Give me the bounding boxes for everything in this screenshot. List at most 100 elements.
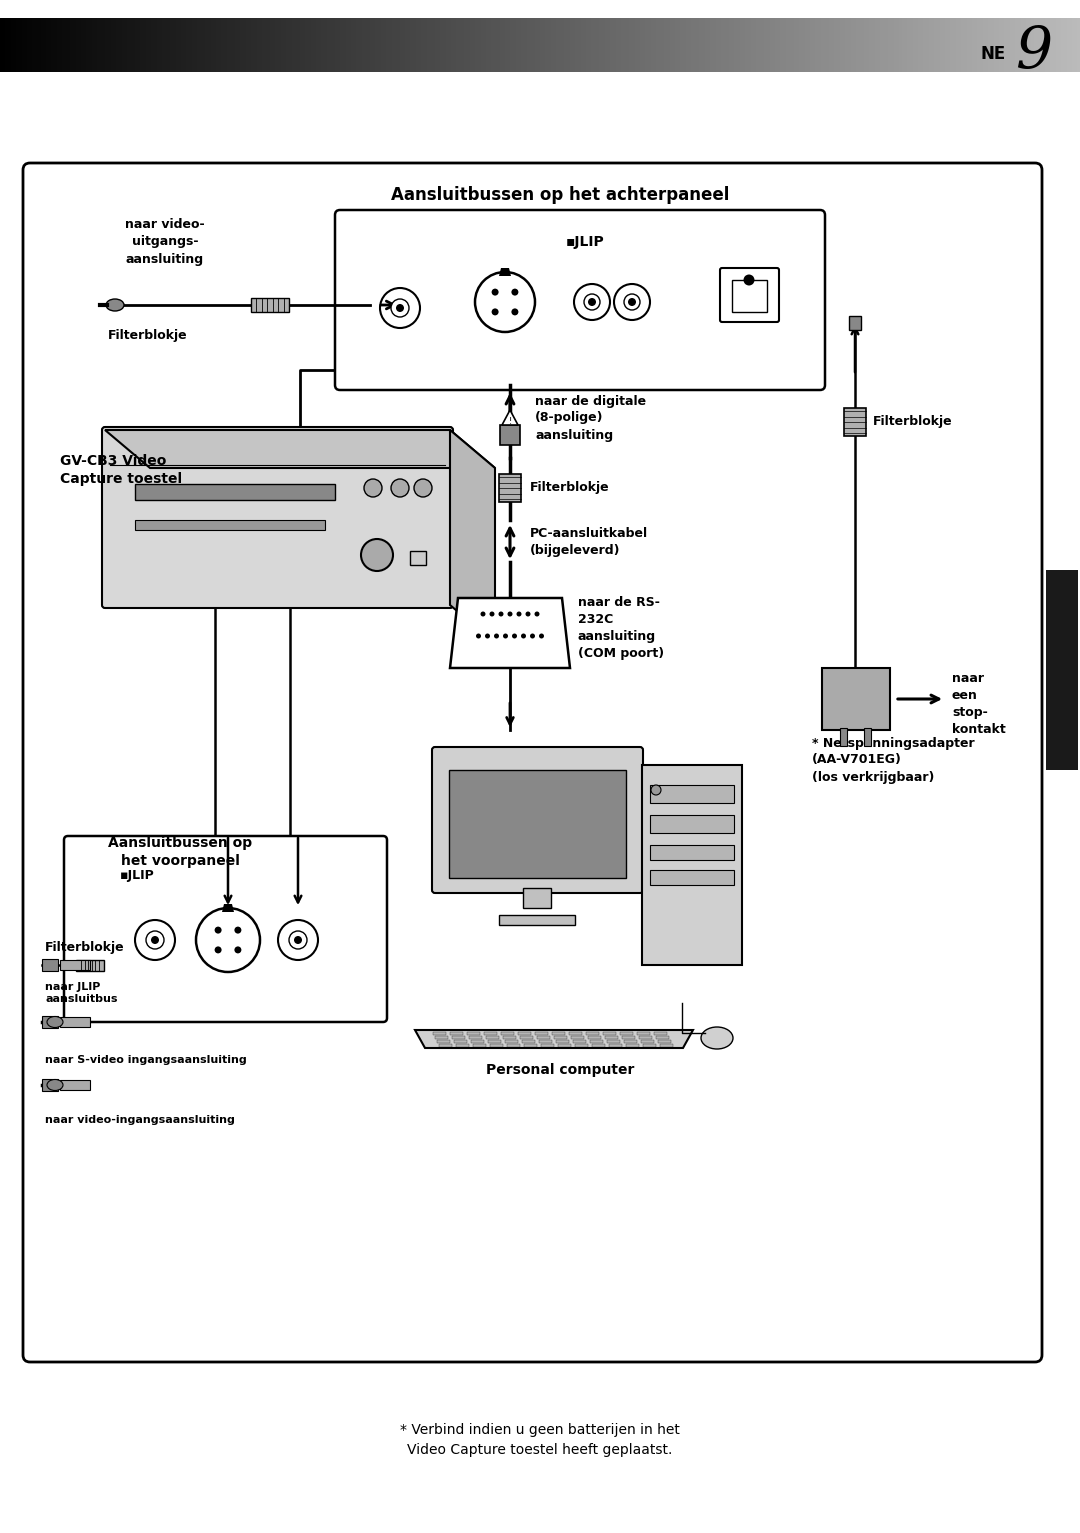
Polygon shape [556,18,559,72]
Bar [592,1044,605,1047]
Circle shape [476,633,481,639]
Circle shape [278,920,318,960]
Polygon shape [216,18,218,72]
Polygon shape [329,18,333,72]
Bar [500,425,519,445]
Polygon shape [346,18,348,72]
Polygon shape [894,18,896,72]
Polygon shape [1031,18,1035,72]
Polygon shape [397,18,400,72]
Polygon shape [867,18,869,72]
Polygon shape [932,18,934,72]
Polygon shape [362,18,365,72]
Polygon shape [235,18,238,72]
Polygon shape [441,18,443,72]
Circle shape [491,308,499,316]
Polygon shape [405,18,408,72]
Polygon shape [864,18,867,72]
Bar [639,1036,652,1039]
Polygon shape [1042,18,1045,72]
Polygon shape [637,18,640,72]
Polygon shape [1067,18,1069,72]
Text: naar S-video ingangsaansluiting: naar S-video ingangsaansluiting [45,1055,246,1065]
Polygon shape [923,18,927,72]
Bar [624,1039,637,1042]
Polygon shape [25,18,27,72]
Polygon shape [369,18,373,72]
Bar [864,728,870,747]
Polygon shape [408,18,410,72]
Bar [450,1032,463,1035]
Text: naar de RS-
232C
aansluiting
(COM poort): naar de RS- 232C aansluiting (COM poort) [578,596,664,661]
Polygon shape [146,18,149,72]
Polygon shape [826,18,829,72]
Circle shape [294,937,302,944]
Polygon shape [470,18,473,72]
Polygon shape [616,18,619,72]
Polygon shape [970,18,972,72]
Polygon shape [832,18,835,72]
Polygon shape [772,18,775,72]
Polygon shape [778,18,781,72]
Polygon shape [424,18,427,72]
Polygon shape [175,18,178,72]
Text: 9: 9 [1015,23,1052,80]
FancyBboxPatch shape [102,428,453,609]
Polygon shape [1051,18,1053,72]
Polygon shape [824,18,826,72]
Bar [654,1032,667,1035]
Polygon shape [248,18,252,72]
Bar [42,960,58,970]
Polygon shape [837,18,840,72]
Polygon shape [956,18,959,72]
Polygon shape [775,18,778,72]
Polygon shape [713,18,715,72]
Polygon shape [391,18,394,72]
Text: naar de digitale
(8-polige)
aansluiting: naar de digitale (8-polige) aansluiting [535,394,646,442]
Polygon shape [697,18,700,72]
Ellipse shape [48,1079,63,1090]
Bar [586,1032,599,1035]
Circle shape [627,297,636,307]
Polygon shape [241,18,243,72]
Polygon shape [54,18,57,72]
Text: NE: NE [980,44,1005,63]
Polygon shape [589,18,592,72]
Polygon shape [90,18,92,72]
Bar [501,1032,514,1035]
Polygon shape [106,18,108,72]
Circle shape [215,926,221,934]
Polygon shape [732,18,734,72]
Bar [822,668,890,730]
Bar [843,408,866,435]
Bar [537,1036,550,1039]
Polygon shape [119,18,122,72]
Polygon shape [702,18,705,72]
Polygon shape [929,18,932,72]
Polygon shape [727,18,729,72]
Polygon shape [551,18,554,72]
Polygon shape [1021,18,1024,72]
Bar [554,1036,567,1039]
Polygon shape [729,18,732,72]
Polygon shape [583,18,586,72]
Bar [541,1044,554,1047]
Polygon shape [1039,18,1042,72]
Polygon shape [743,18,745,72]
Bar [849,316,861,330]
Polygon shape [878,18,880,72]
Bar [456,1044,469,1047]
Bar [473,1044,486,1047]
Polygon shape [991,18,994,72]
Polygon shape [149,18,151,72]
Polygon shape [672,18,675,72]
Text: ▪JLIP: ▪JLIP [120,869,154,881]
Bar [609,1044,622,1047]
Polygon shape [578,18,581,72]
Polygon shape [459,18,462,72]
Polygon shape [154,18,157,72]
FancyBboxPatch shape [335,210,825,389]
Polygon shape [567,18,570,72]
Text: GV-CB3 Video
Capture toestel: GV-CB3 Video Capture toestel [60,454,183,486]
FancyBboxPatch shape [23,162,1042,1361]
